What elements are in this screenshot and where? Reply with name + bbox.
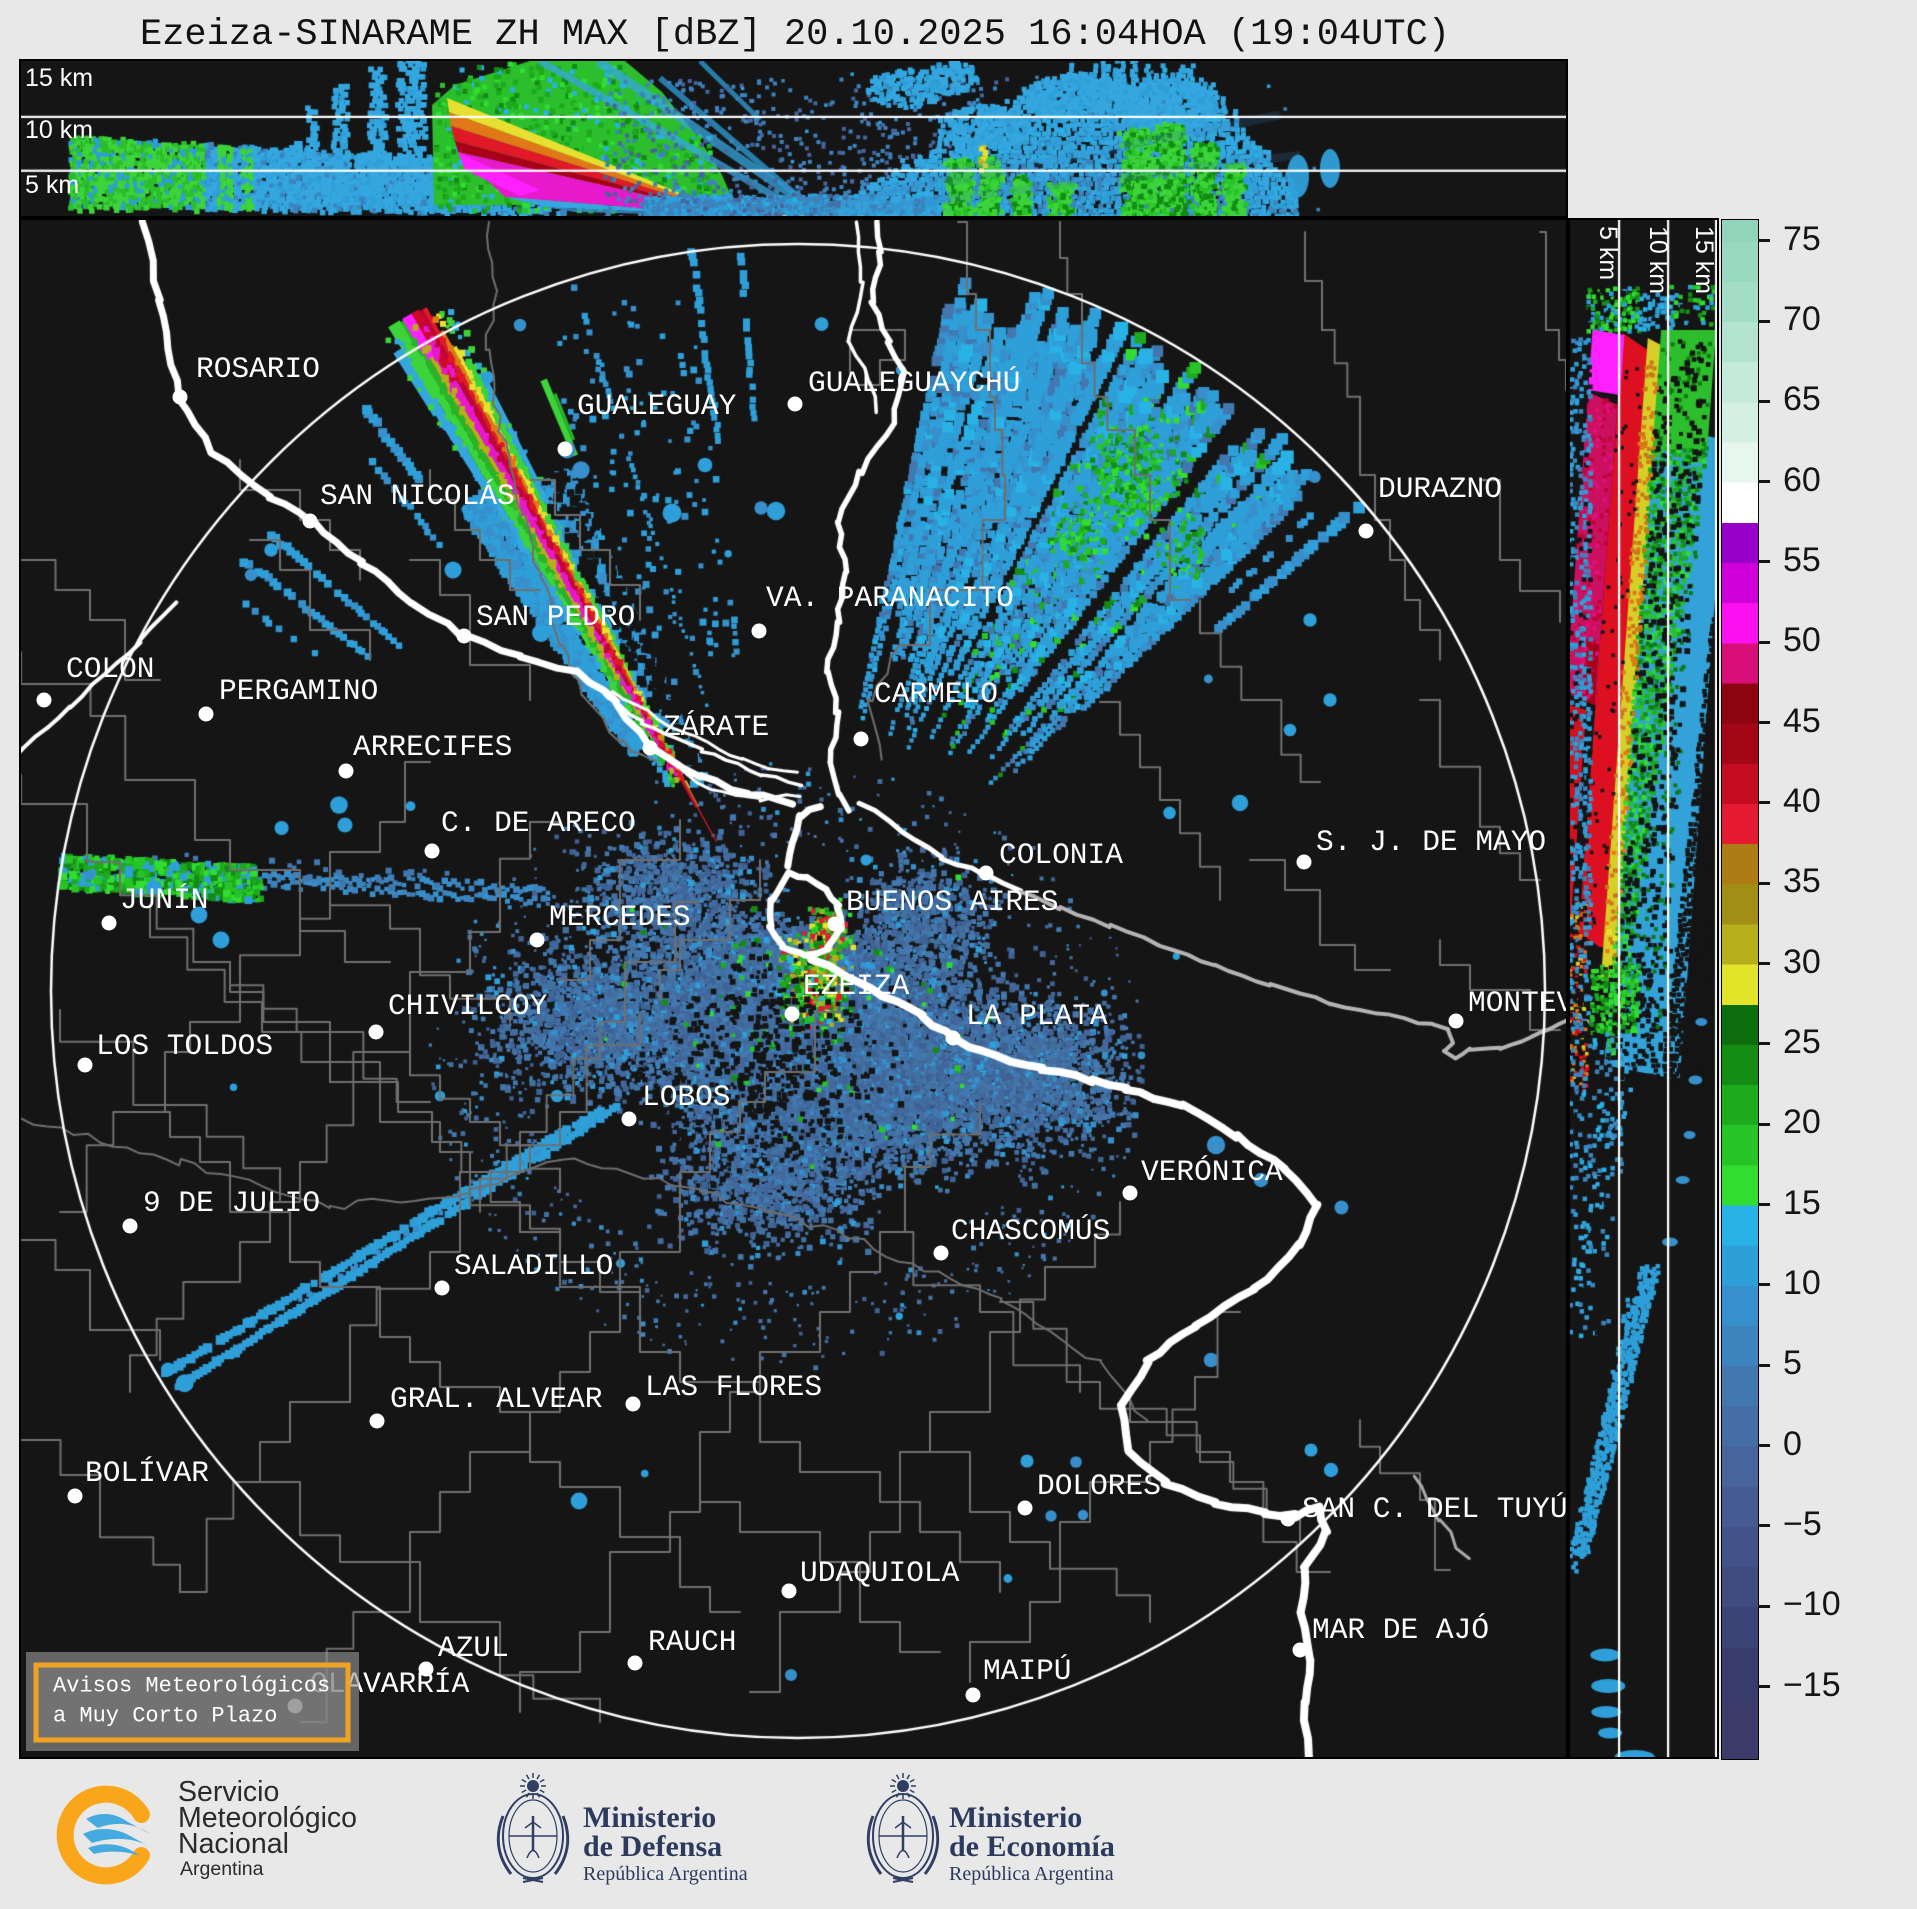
svg-text:S. J. DE MAYO: S. J. DE MAYO [1316, 825, 1546, 859]
svg-text:GUALEGUAY: GUALEGUAY [577, 389, 737, 423]
svg-text:RAUCH: RAUCH [648, 1625, 737, 1659]
svg-text:UDAQUIOLA: UDAQUIOLA [800, 1556, 960, 1590]
svg-text:Nacional: Nacional [178, 1828, 289, 1860]
svg-text:Argentina: Argentina [180, 1858, 264, 1880]
svg-text:SAN PEDRO: SAN PEDRO [476, 600, 635, 634]
svg-text:LAS FLORES: LAS FLORES [645, 1370, 822, 1404]
svg-text:15 km: 15 km [1690, 226, 1717, 294]
svg-text:MAR DE AJÓ: MAR DE AJÓ [1312, 1613, 1489, 1647]
svg-text:5 km: 5 km [1594, 226, 1622, 280]
svg-text:5 km: 5 km [25, 171, 79, 199]
svg-text:LA PLATA: LA PLATA [966, 999, 1108, 1033]
svg-text:ZÁRATE: ZÁRATE [663, 710, 769, 744]
svg-text:EZEIZA: EZEIZA [803, 969, 910, 1003]
svg-text:de Defensa: de Defensa [583, 1830, 722, 1863]
svg-text:SALADILLO: SALADILLO [454, 1249, 613, 1283]
svg-text:SAN C. DEL TUYÚ: SAN C. DEL TUYÚ [1302, 1492, 1566, 1526]
svg-text:GRAL. ALVEAR: GRAL. ALVEAR [390, 1382, 602, 1416]
svg-text:C. DE ARECO: C. DE ARECO [441, 806, 636, 840]
svg-text:Meteorológico: Meteorológico [178, 1802, 357, 1834]
svg-text:MONTEVIDEO: MONTEVIDEO [1468, 986, 1566, 1020]
svg-text:JUNÍN: JUNÍN [120, 883, 209, 917]
svg-text:ROSARIO: ROSARIO [196, 352, 320, 386]
svg-text:COLON: COLON [66, 652, 155, 686]
svg-text:VA. PARANACITO: VA. PARANACITO [766, 581, 1014, 615]
svg-text:PERGAMINO: PERGAMINO [219, 674, 378, 708]
svg-text:BOLÍVAR: BOLÍVAR [85, 1456, 209, 1490]
svg-text:VERÓNICA: VERÓNICA [1141, 1155, 1283, 1189]
svg-text:10 km: 10 km [25, 116, 93, 144]
svg-text:República Argentina: República Argentina [949, 1863, 1114, 1885]
svg-text:SAN NICOLÁS: SAN NICOLÁS [320, 479, 515, 513]
svg-text:Ministerio: Ministerio [583, 1801, 716, 1834]
svg-text:MAIPÚ: MAIPÚ [983, 1654, 1072, 1688]
svg-text:COLONIA: COLONIA [999, 838, 1123, 872]
svg-text:a Muy Corto Plazo: a Muy Corto Plazo [53, 1704, 277, 1729]
svg-text:Ministerio: Ministerio [949, 1801, 1082, 1834]
svg-text:MERCEDES: MERCEDES [549, 900, 691, 934]
svg-text:DURAZNO: DURAZNO [1378, 472, 1502, 506]
svg-text:BUENOS AIRES: BUENOS AIRES [846, 885, 1058, 919]
svg-text:LOS TOLDOS: LOS TOLDOS [96, 1029, 273, 1063]
svg-text:de Economía: de Economía [949, 1830, 1115, 1863]
svg-text:ARRECIFES: ARRECIFES [353, 730, 512, 764]
svg-text:CHIVILCOY: CHIVILCOY [388, 989, 548, 1023]
svg-text:15 km: 15 km [25, 64, 93, 92]
svg-text:CHASCOMÚS: CHASCOMÚS [951, 1214, 1110, 1248]
svg-text:Servicio: Servicio [178, 1776, 279, 1808]
svg-text:10 km: 10 km [1644, 226, 1672, 294]
svg-text:9 DE JULIO: 9 DE JULIO [143, 1186, 320, 1220]
svg-text:LOBOS: LOBOS [642, 1080, 731, 1114]
svg-text:República Argentina: República Argentina [583, 1863, 748, 1885]
svg-text:Avisos Meteorológicos: Avisos Meteorológicos [53, 1674, 330, 1699]
svg-text:AZUL: AZUL [438, 1631, 509, 1665]
svg-text:CARMELO: CARMELO [874, 677, 998, 711]
svg-text:GUALEGUAYCHÚ: GUALEGUAYCHÚ [808, 366, 1020, 400]
svg-text:DOLORES: DOLORES [1037, 1469, 1161, 1503]
